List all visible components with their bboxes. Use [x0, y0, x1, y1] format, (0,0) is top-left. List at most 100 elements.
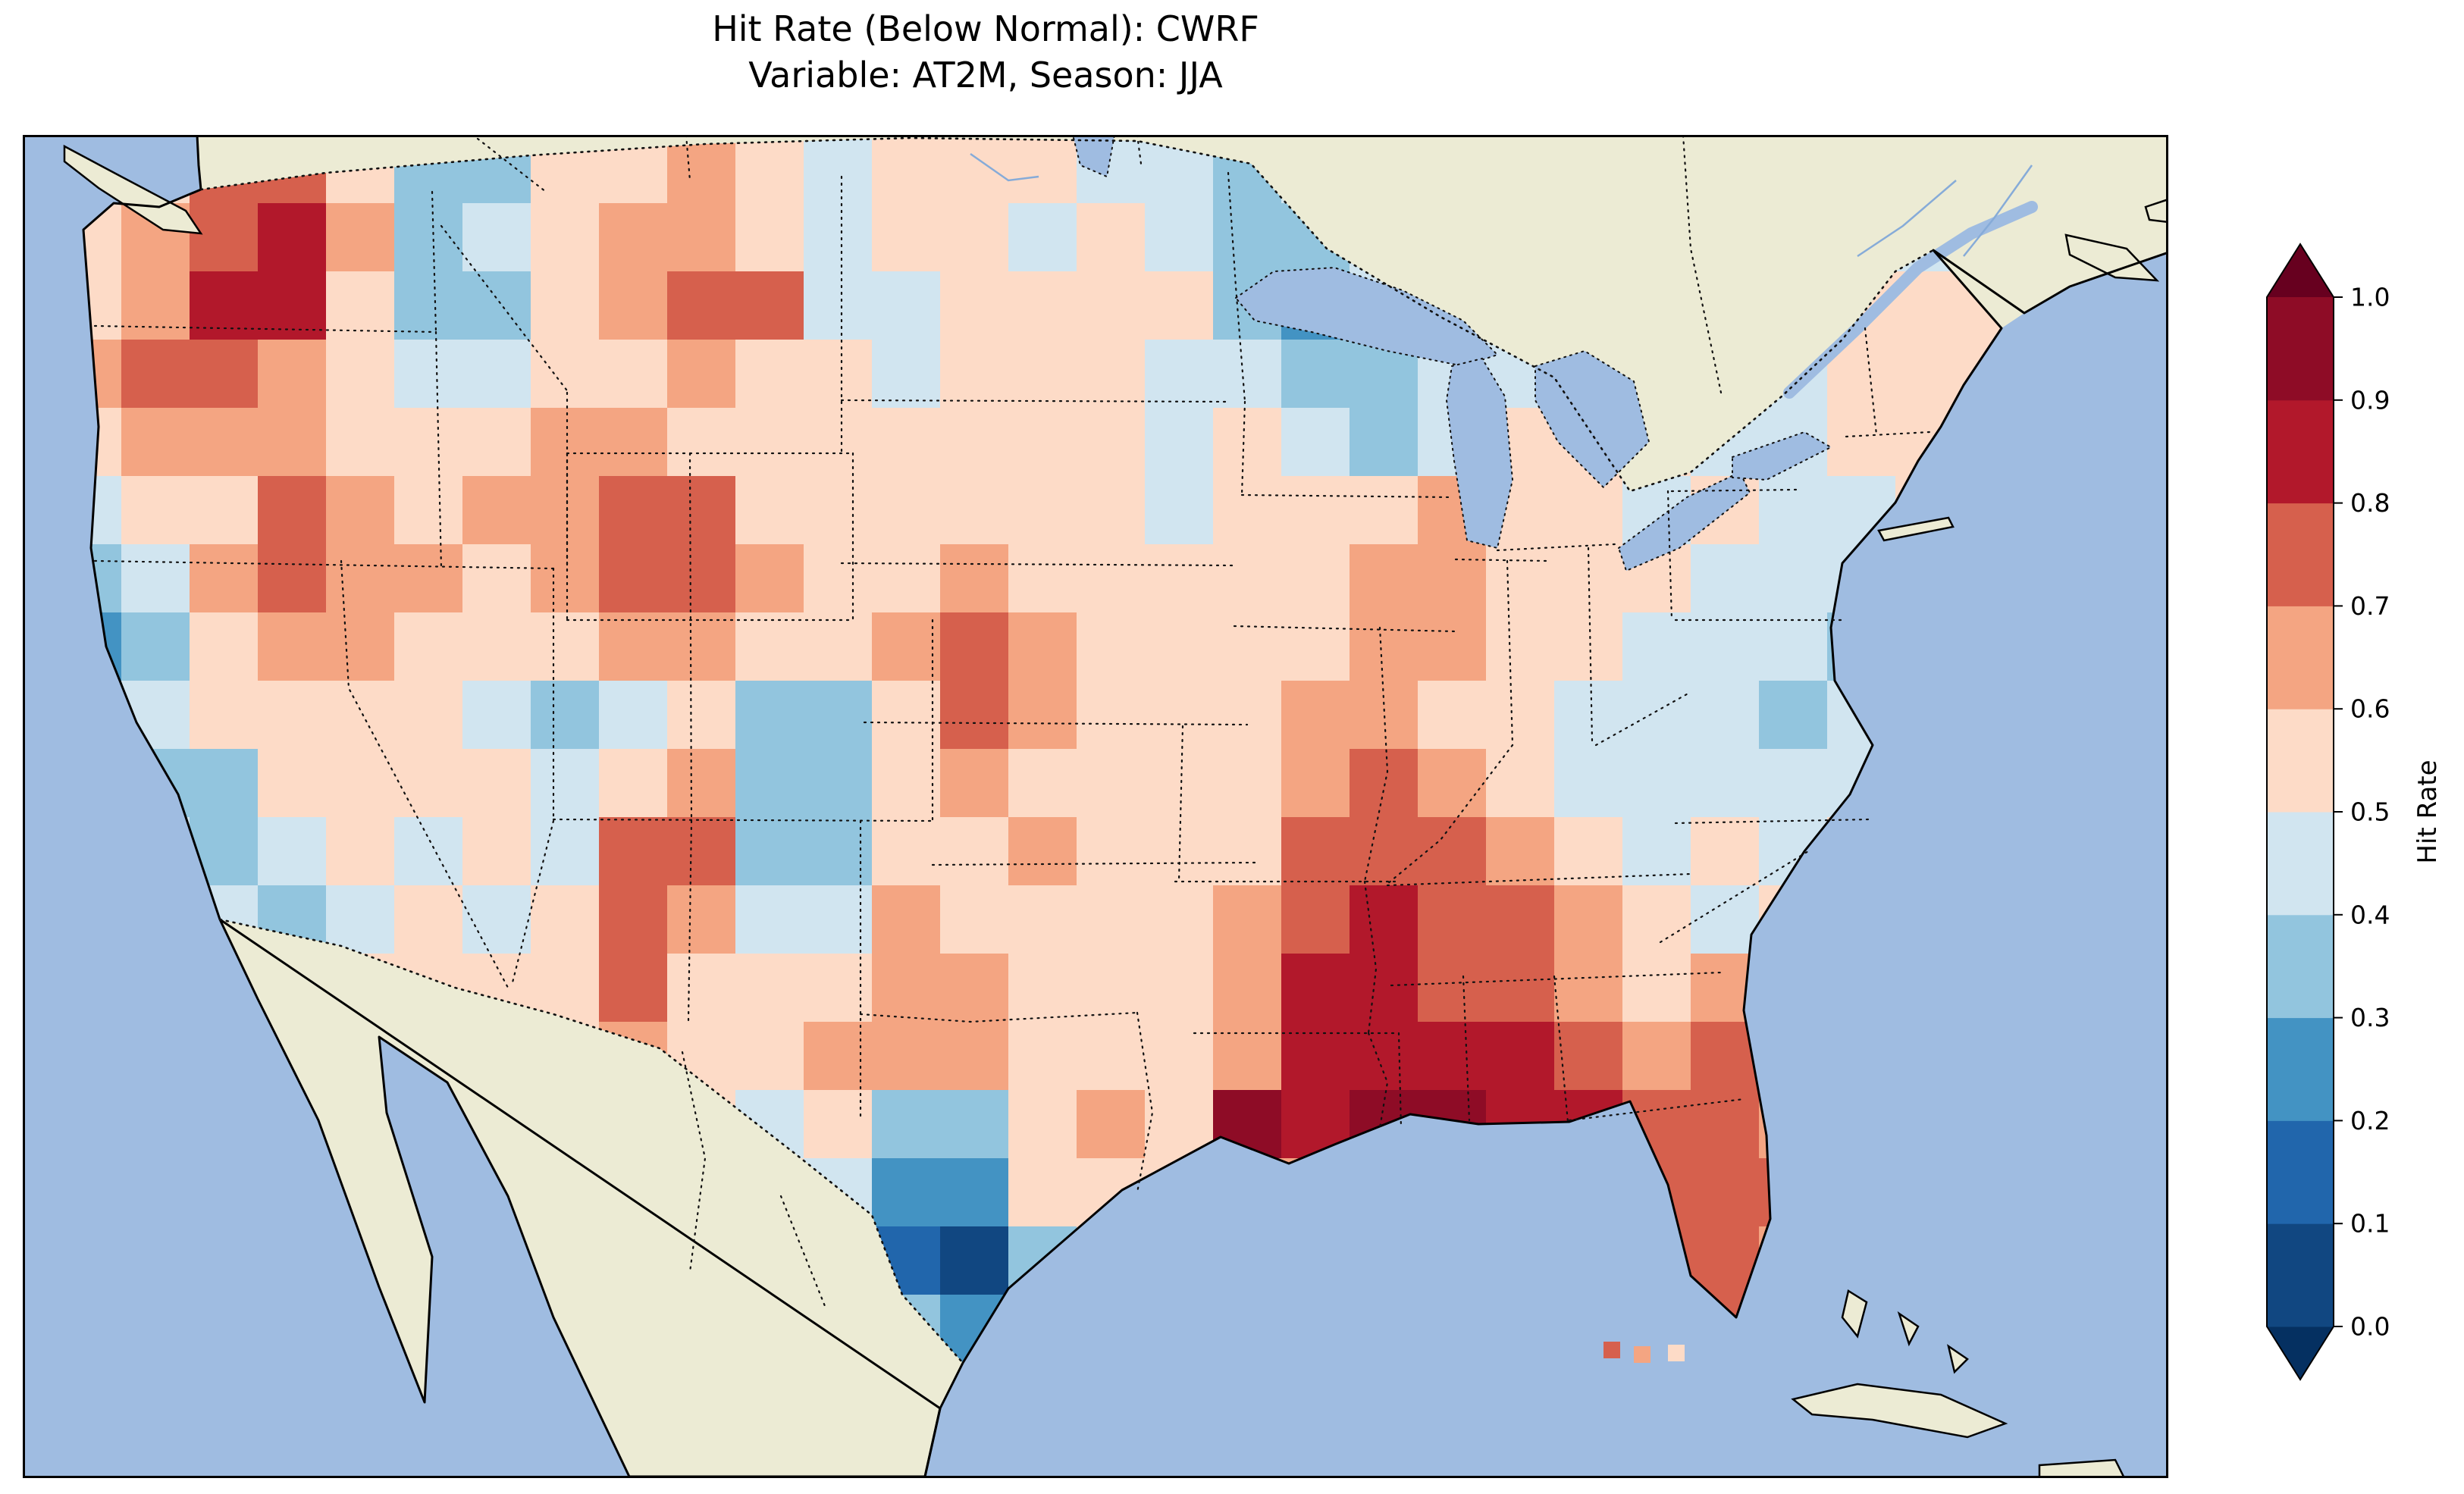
heatmap-cell: [1145, 408, 1214, 477]
heatmap-cell: [1008, 612, 1077, 681]
state-border: [93, 559, 555, 570]
colorbar-tick-label: 0.7: [2350, 591, 2390, 621]
heatmap-cell: [258, 340, 327, 409]
heatmap-cell: [121, 476, 190, 545]
heatmap-cell: [1281, 544, 1350, 613]
heatmap-cell: [804, 340, 873, 409]
heatmap-cell: [1350, 1022, 1419, 1091]
colorbar-tick-label: 0.8: [2350, 488, 2390, 518]
heatmap-cell: [190, 408, 259, 477]
heatmap-cell: [872, 476, 941, 545]
heatmap-cell: [1691, 749, 1760, 818]
heatmap-cell: [1622, 954, 1691, 1023]
plot-title: Hit Rate (Below Normal): CWRF Variable: …: [23, 6, 1948, 98]
heatmap-cell: [1145, 476, 1214, 545]
colorbar-segment: [2267, 503, 2334, 606]
heatmap-cell: [735, 817, 804, 886]
heatmap-cell: [1759, 749, 1828, 818]
heatmap-cell: [804, 476, 873, 545]
river: [1857, 180, 1957, 258]
heatmap-cell: [735, 681, 804, 750]
heatmap-cell: [1077, 544, 1146, 613]
heatmap-cell: [804, 612, 873, 681]
heatmap-cell: [599, 544, 668, 613]
state-border: [688, 452, 693, 822]
heatmap-cell: [667, 271, 736, 340]
heatmap-cell: [1008, 1090, 1077, 1159]
heatmap-cell: [1008, 1158, 1077, 1227]
heatmap-cell: [1691, 817, 1760, 886]
heatmap-cell: [804, 271, 873, 340]
heatmap-cell: [667, 340, 736, 409]
river: [1963, 164, 2033, 257]
state-border: [1227, 171, 1246, 403]
heatmap-cell: [258, 817, 327, 886]
heatmap-cell: [1622, 612, 1691, 681]
heatmap-cell: [1759, 612, 1828, 681]
heatmap-cell: [735, 203, 804, 272]
heatmap-cell: [599, 476, 668, 545]
heatmap-cell: [940, 1158, 1009, 1227]
heatmap-cell: [462, 681, 531, 750]
heatmap-cell: [667, 817, 736, 886]
state-border: [431, 190, 437, 334]
colorbar-tick-label: 1.0: [2350, 283, 2390, 312]
colorbar-segment: [2267, 399, 2334, 504]
heatmap-cell: [1213, 340, 1282, 409]
heatmap-cell: [1077, 408, 1146, 477]
colorbar: 0.0 0.1 0.2 0.3 0.4 0.5 0.6 0.7 0.8 0.9 1.0 Hit Rat…: [2266, 243, 2443, 1381]
heatmap-cell: [1077, 340, 1146, 409]
heatmap-cell: [804, 681, 873, 750]
heatmap-cell: [1281, 612, 1350, 681]
colorbar-segment: [2267, 297, 2334, 401]
heatmap-cell: [1554, 954, 1623, 1023]
island: [2038, 1458, 2126, 1478]
state-border: [440, 224, 570, 394]
heatmap-cell: [1486, 544, 1555, 613]
heatmap-cell: [1350, 749, 1419, 818]
heatmap-cell: [1008, 408, 1077, 477]
heatmap-cell: [394, 885, 463, 954]
heatmap-cell: [735, 476, 804, 545]
state-border: [859, 1011, 1139, 1023]
heatmap-cell: [1281, 476, 1350, 545]
state-border: [1659, 850, 1810, 944]
florida-keys-cell: [1634, 1346, 1651, 1363]
heatmap-cell: [872, 885, 941, 954]
state-border: [1864, 327, 1878, 436]
heatmap-cell: [599, 408, 668, 477]
state-border: [1454, 558, 1548, 562]
heatmap-cell: [1554, 476, 1623, 545]
heatmap-cell: [1418, 885, 1487, 954]
heatmap-cell: [872, 954, 941, 1023]
heatmap-cell: [940, 1226, 1009, 1295]
heatmap-cell: [1486, 749, 1555, 818]
state-border: [840, 399, 1230, 403]
heatmap-cell: [1554, 749, 1623, 818]
state-border: [1386, 744, 1514, 885]
heatmap-cell: [531, 340, 600, 409]
heatmap-cell: [1691, 885, 1760, 954]
heatmap-cell: [872, 203, 941, 272]
heatmap-cell: [1213, 681, 1282, 750]
heatmap-cell: [1008, 885, 1077, 954]
heatmap-cell: [940, 271, 1009, 340]
heatmap-cell: [1350, 681, 1419, 750]
heatmap-cell: [1008, 138, 1077, 204]
great-lake: [1071, 135, 1116, 178]
heatmap-cell: [872, 1022, 941, 1091]
state-border: [1568, 1098, 1745, 1122]
heatmap-cell: [1077, 271, 1146, 340]
heatmap-cell: [1008, 340, 1077, 409]
heatmap-cell: [1213, 203, 1282, 272]
heatmap-cell: [394, 271, 463, 340]
heatmap-cell: [872, 681, 941, 750]
heatmap-cell: [872, 340, 941, 409]
heatmap-cell: [940, 203, 1009, 272]
island: [1947, 1344, 1969, 1374]
heatmap-cell: [872, 544, 941, 613]
heatmap-cell: [326, 681, 395, 750]
heatmap-cell: [1281, 408, 1350, 477]
colorbar-segment: [2267, 812, 2334, 916]
heatmap-cell: [190, 203, 259, 272]
